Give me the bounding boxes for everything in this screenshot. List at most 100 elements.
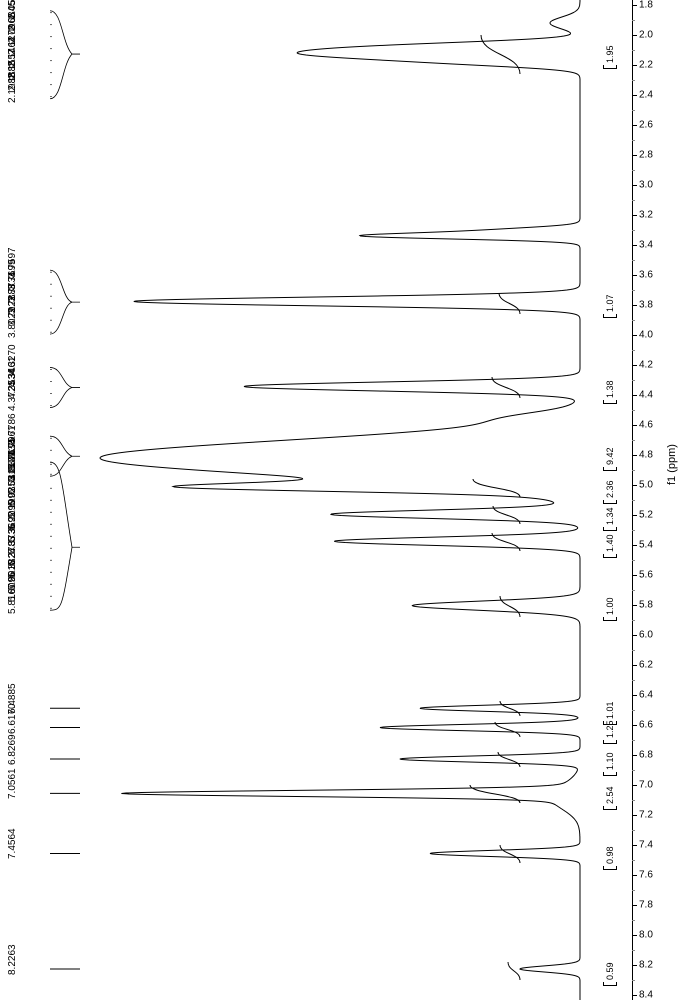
integration-bracket-icon [603, 400, 617, 404]
axis-minor-tick [632, 890, 635, 891]
integration-value: 1.25 [605, 720, 615, 738]
axis-tick-label: 2.8 [639, 150, 653, 161]
integral-curve [500, 701, 520, 716]
integration-value: 2.36 [605, 480, 615, 498]
axis-minor-tick [632, 410, 635, 411]
axis-tick [632, 905, 637, 906]
axis-tick-label: 6.6 [639, 720, 653, 731]
axis-minor-tick [632, 530, 635, 531]
peak-label: 5.8167 [8, 584, 18, 615]
axis-minor-tick [632, 680, 635, 681]
axis-minor-tick [632, 830, 635, 831]
axis-minor-tick [632, 740, 635, 741]
axis-tick-label: 8.0 [639, 930, 653, 941]
axis-minor-tick [632, 920, 635, 921]
axis-tick-label: 6.4 [639, 690, 653, 701]
axis-minor-tick [632, 650, 635, 651]
integration-label: 1.40 [603, 528, 617, 558]
axis-minor-tick [632, 950, 635, 951]
axis-minor-tick [632, 860, 635, 861]
integration-label: 1.07 [603, 288, 617, 318]
peak-label: 7.4564 [8, 829, 18, 860]
axis-tick-label: 3.6 [639, 270, 653, 281]
axis-tick-label: 7.6 [639, 870, 653, 881]
axis-minor-tick [632, 260, 635, 261]
integration-value: 0.59 [605, 962, 615, 980]
axis-tick [632, 305, 637, 306]
integration-label: 1.38 [603, 374, 617, 404]
axis-tick-label: 7.4 [639, 840, 653, 851]
axis-tick [632, 365, 637, 366]
integration-bracket-icon [603, 467, 617, 471]
axis-tick [632, 185, 637, 186]
axis-tick [632, 245, 637, 246]
axis-minor-tick [632, 20, 635, 21]
integral-curve [500, 845, 520, 863]
integration-value: 1.40 [605, 534, 615, 552]
peak-label: 6.6170 [8, 703, 18, 734]
peak-label: 2.1988 [8, 72, 18, 103]
integral-curve [473, 479, 520, 497]
integration-label: 1.25 [603, 714, 617, 744]
spectrum-svg [80, 0, 590, 1000]
integration-labels-column: 1.951.071.389.422.361.341.401.001.011.25… [595, 0, 630, 1000]
axis-minor-tick [632, 770, 635, 771]
axis-tick-label: 3.8 [639, 300, 653, 311]
axis-minor-tick [632, 620, 635, 621]
axis-tick-label: 5.8 [639, 600, 653, 611]
ppm-axis: 8.48.28.07.87.67.47.27.06.86.66.46.26.05… [632, 0, 689, 1000]
axis-tick [632, 65, 637, 66]
peak-label: 6.8269 [8, 734, 18, 765]
axis-tick [632, 965, 637, 966]
axis-tick [632, 875, 637, 876]
axis-tick-label: 7.8 [639, 900, 653, 911]
spectrum-trace [100, 0, 580, 1000]
axis-tick-label: 3.4 [639, 240, 653, 251]
axis-minor-tick [632, 140, 635, 141]
integration-label: 1.10 [603, 746, 617, 776]
axis-tick [632, 725, 637, 726]
integration-bracket-icon [603, 866, 617, 870]
integration-value: 1.34 [605, 507, 615, 525]
axis-tick-label: 4.8 [639, 450, 653, 461]
axis-tick-label: 7.0 [639, 780, 653, 791]
axis-tick [632, 455, 637, 456]
axis-tick [632, 545, 637, 546]
axis-tick-label: 8.2 [639, 960, 653, 971]
spectrum-plot-area [80, 0, 590, 1000]
axis-minor-tick [632, 380, 635, 381]
integral-curve [499, 293, 520, 314]
axis-tick [632, 515, 637, 516]
integration-bracket-icon [603, 806, 617, 810]
axis-tick [632, 815, 637, 816]
nmr-spectrum-figure: 2.05542.08452.09652.12732.14642.15572.18… [0, 0, 689, 1000]
axis-tick-label: 2.2 [639, 60, 653, 71]
axis-tick [632, 215, 637, 216]
axis-minor-tick [632, 200, 635, 201]
axis-tick-label: 4.4 [639, 390, 653, 401]
integration-label: 0.59 [603, 956, 617, 986]
axis-tick [632, 5, 637, 6]
axis-tick-label: 5.2 [639, 510, 653, 521]
axis-tick [632, 785, 637, 786]
integration-label: 1.95 [603, 39, 617, 69]
axis-minor-tick [632, 560, 635, 561]
integration-label: 0.98 [603, 840, 617, 870]
axis-minor-tick [632, 470, 635, 471]
integration-value: 0.98 [605, 846, 615, 864]
integration-bracket-icon [603, 740, 617, 744]
axis-tick [632, 665, 637, 666]
integration-bracket-icon [603, 617, 617, 621]
integration-value: 1.38 [605, 380, 615, 398]
integral-curve [495, 722, 520, 737]
integration-label: 9.42 [603, 441, 617, 471]
axis-tick-label: 4.0 [639, 330, 653, 341]
axis-tick [632, 485, 637, 486]
integral-curve [508, 962, 520, 980]
peak-label: 4.3723 [8, 381, 18, 412]
axis-tick-label: 8.4 [639, 990, 653, 1000]
axis-tick-label: 4.6 [639, 420, 653, 431]
integration-label: 1.00 [603, 591, 617, 621]
axis-tick-label: 6.0 [639, 630, 653, 641]
axis-minor-tick [632, 80, 635, 81]
